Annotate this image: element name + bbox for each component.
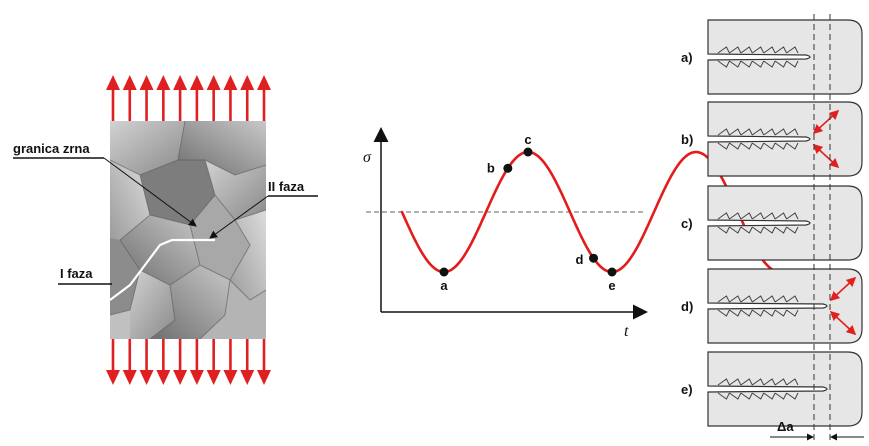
crack-stage-label: d) <box>681 299 693 314</box>
label-phase-two: II faza <box>209 179 318 239</box>
tension-arrow-up <box>257 75 271 121</box>
curve-point-c: c <box>523 132 533 157</box>
point-marker <box>589 253 599 263</box>
curve-point-a: a <box>439 267 449 293</box>
tension-arrow-down <box>189 339 204 385</box>
point-label: a <box>440 278 448 293</box>
tension-arrow-down <box>122 339 137 385</box>
tension-arrow-up <box>206 75 221 121</box>
crack-guide-lines <box>813 14 831 440</box>
specimen-body <box>707 268 863 344</box>
crack-stage: e) <box>681 351 863 427</box>
crack-stage-label: e) <box>681 382 693 397</box>
point-label: e <box>608 278 615 293</box>
curve-point-d: d <box>576 252 599 267</box>
tension-arrow-down <box>206 339 221 385</box>
crack-stage-label: c) <box>681 216 693 231</box>
curve-point-e: e <box>607 267 617 293</box>
tension-arrow-down <box>156 339 171 385</box>
specimen-body <box>707 101 863 177</box>
x-axis-label: t <box>624 323 629 340</box>
point-marker <box>439 267 449 277</box>
bottom-tension-arrows <box>106 339 271 385</box>
crack-stage-label: b) <box>681 132 693 147</box>
slip-arrows <box>829 276 857 336</box>
point-label: d <box>576 252 584 267</box>
tension-arrow-up <box>223 75 238 121</box>
tension-arrow-down <box>257 339 271 385</box>
striations <box>717 295 799 317</box>
specimen-body <box>707 19 863 95</box>
tension-arrow-up <box>139 75 154 121</box>
striations <box>717 128 799 150</box>
delta-a-dimension: Δa <box>770 419 864 441</box>
label-grain-boundary: granica zrna <box>13 141 197 227</box>
crack-stage: c) <box>681 185 863 261</box>
crack-stage: d) <box>681 268 863 344</box>
tension-arrow-up <box>122 75 137 121</box>
tension-arrow-up <box>106 75 120 121</box>
tension-arrow-up <box>156 75 171 121</box>
tension-arrow-down <box>223 339 238 385</box>
slip-arrows <box>812 109 840 169</box>
curve-points: a b c d e <box>439 132 617 293</box>
crack-stages-panel: a) b) c) d) e) <box>681 19 863 427</box>
point-marker <box>607 267 617 277</box>
svg-text:I faza: I faza <box>60 266 93 281</box>
specimen-body <box>707 351 863 427</box>
tension-arrow-down <box>106 339 120 385</box>
microstructure-panel: granica zrna II faza I faza <box>13 75 318 385</box>
striations <box>717 378 799 400</box>
label-phase-one: I faza <box>58 266 112 285</box>
svg-text:granica zrna: granica zrna <box>13 141 90 156</box>
tension-arrow-up <box>240 75 255 121</box>
tension-arrow-down <box>240 339 255 385</box>
top-tension-arrows <box>106 75 271 121</box>
tension-arrow-down <box>173 339 188 385</box>
delta-a-label: Δa <box>777 419 794 434</box>
micrograph <box>110 121 266 339</box>
point-marker <box>503 163 513 173</box>
crack-stage: b) <box>681 101 863 177</box>
striations <box>717 46 799 68</box>
tension-arrow-up <box>173 75 188 121</box>
curve-point-b: b <box>487 160 513 175</box>
crack-stage: a) <box>681 19 863 95</box>
striations <box>717 212 799 234</box>
crack-stage-label: a) <box>681 50 693 65</box>
point-marker <box>523 147 533 157</box>
phase-one-boundary-line <box>110 238 215 301</box>
specimen-body <box>707 185 863 261</box>
point-label: b <box>487 160 495 175</box>
tension-arrow-up <box>189 75 204 121</box>
y-axis-label: σ <box>363 149 372 166</box>
svg-text:II faza: II faza <box>268 179 305 194</box>
point-label: c <box>524 132 531 147</box>
tension-arrow-down <box>139 339 154 385</box>
